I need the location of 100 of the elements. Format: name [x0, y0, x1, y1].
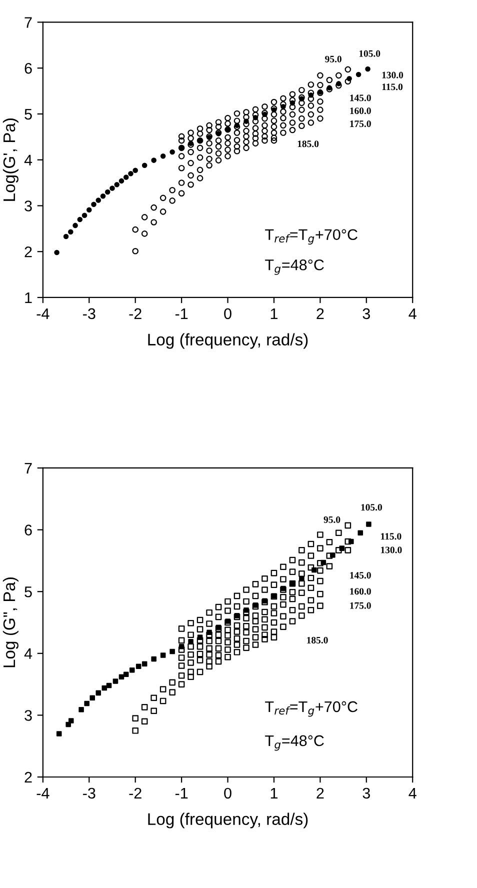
x-tick-label: -3 [83, 308, 96, 320]
y-axis-title: Log(G', Pa) [2, 118, 18, 201]
x-tick-label: 4 [408, 308, 416, 319]
point [86, 207, 92, 212]
point [365, 66, 370, 72]
point [348, 538, 354, 544]
annotation: 185.0 [298, 140, 319, 148]
point [68, 229, 74, 235]
point [252, 114, 258, 120]
x-axis-title: Log (frequency, rad/s) [148, 333, 308, 349]
point [100, 193, 106, 199]
point [129, 667, 135, 673]
point [346, 76, 352, 82]
annotation: 130.0 [381, 546, 402, 554]
point [142, 162, 148, 168]
annotation: 145.0 [350, 572, 371, 579]
y-tick-label: 6 [24, 524, 32, 536]
x-tick-label: -2 [129, 788, 142, 798]
point [197, 634, 203, 640]
x-tick-label: -4 [36, 308, 50, 319]
point [132, 168, 138, 174]
annotation: T$_{g}$=48°C [265, 735, 324, 751]
x-tick-label: 2 [316, 308, 324, 319]
annotation: 95.0 [324, 516, 340, 523]
point [320, 560, 326, 566]
point [106, 682, 112, 688]
annotation: 175.0 [350, 120, 371, 128]
point [356, 72, 362, 78]
point [72, 222, 78, 228]
y-tick-label: 2 [24, 772, 32, 783]
x-tick-label: 3 [362, 788, 370, 799]
annotation: 185.0 [307, 636, 328, 644]
annotation: T$_{ref}$=T$_{g}$+70°C [265, 229, 358, 245]
point [339, 546, 345, 551]
point [170, 648, 175, 654]
x-tick-label: 1 [270, 308, 278, 319]
point [102, 685, 108, 691]
point [206, 630, 212, 636]
point [123, 174, 129, 180]
x-tick-label: -1 [175, 308, 188, 319]
x-tick-label: 1 [270, 788, 278, 798]
x-tick-label: 2 [316, 788, 324, 798]
x-tick-label: 4 [408, 788, 416, 798]
x-axis-title: Log (frequency, rad/s) [148, 812, 308, 828]
point [68, 718, 74, 724]
annotation: 160.0 [350, 588, 371, 595]
point [82, 212, 88, 218]
y-tick-label: 4 [24, 648, 32, 659]
point [123, 672, 129, 678]
point [151, 656, 156, 662]
point [118, 178, 124, 184]
point [54, 250, 60, 256]
x-tick-label: 0 [224, 308, 232, 320]
point [112, 678, 118, 684]
x-tick-label: -3 [83, 788, 96, 799]
point [336, 81, 342, 86]
point [114, 182, 120, 188]
point [56, 731, 62, 736]
point [308, 92, 314, 98]
point [244, 118, 249, 124]
y-tick-label: 1 [25, 292, 32, 304]
y-tick-label: 7 [24, 17, 32, 28]
annotation: 105.0 [361, 504, 382, 511]
point [63, 234, 69, 240]
point [160, 154, 166, 159]
annotation: T$_{g}$=48°C [265, 259, 324, 275]
annotation: T$_{ref}$=T$_{g}$+70°C [265, 701, 358, 717]
annotation: 95.0 [325, 56, 342, 62]
annotation: 175.0 [350, 602, 371, 609]
y-tick-label: 7 [24, 463, 32, 474]
x-tick-label: 0 [224, 788, 232, 799]
point [91, 202, 96, 207]
annotation: 145.0 [350, 94, 371, 102]
y-axis-title: Log (G", Pa) [2, 577, 18, 668]
point [290, 100, 296, 106]
x-tick-label: 3 [362, 308, 370, 320]
y-tick-label: 3 [24, 200, 32, 212]
annotation: 115.0 [382, 84, 403, 90]
y-tick-label: 6 [24, 62, 32, 74]
point [110, 186, 115, 191]
point [104, 189, 110, 195]
y-tick-label: 2 [24, 246, 32, 258]
point [358, 530, 364, 536]
point [244, 607, 249, 613]
point [178, 644, 184, 650]
point [96, 690, 102, 696]
annotation: 130.0 [382, 72, 404, 78]
point [170, 149, 175, 155]
point [142, 661, 148, 667]
point [78, 706, 84, 712]
annotation: 160.0 [350, 108, 371, 114]
y-tick-label: 4 [24, 154, 32, 166]
annotation: 115.0 [381, 533, 402, 540]
y-tick-label: 5 [24, 586, 32, 598]
y-tick-label: 3 [24, 710, 32, 721]
y-tick-label: 5 [24, 108, 32, 120]
x-tick-label: -1 [175, 788, 188, 798]
point [312, 567, 317, 573]
point [151, 158, 156, 163]
point [84, 700, 90, 706]
